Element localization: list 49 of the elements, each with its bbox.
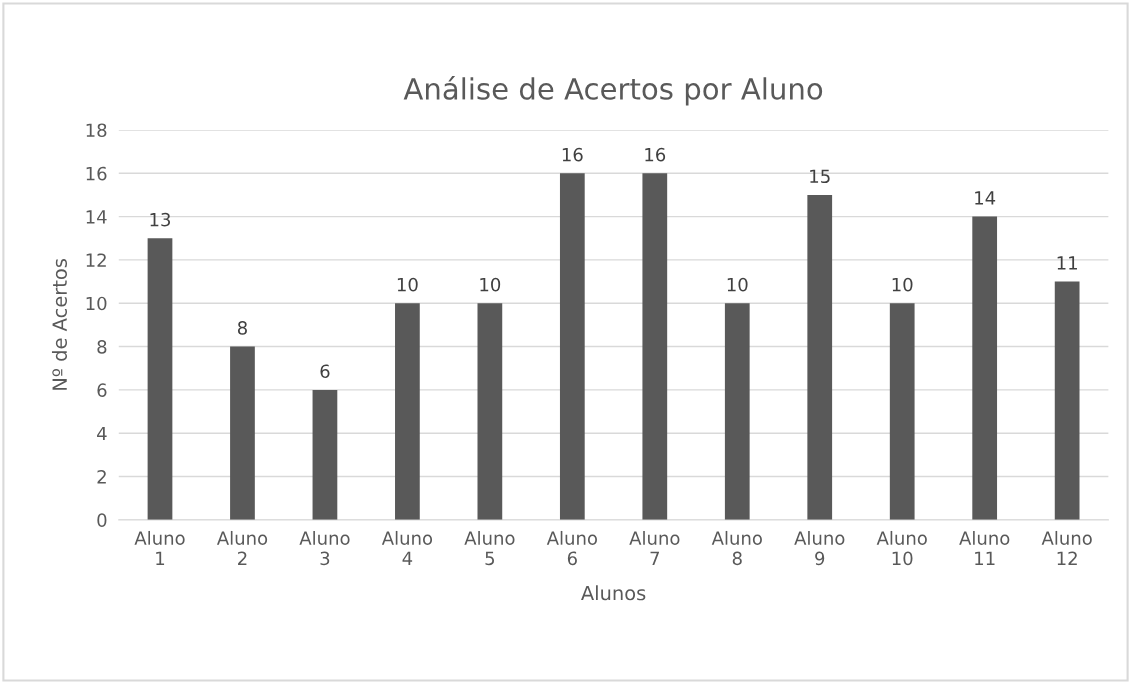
bar <box>972 216 998 520</box>
y-tick-label: 4 <box>97 426 107 441</box>
y-tick-label: 18 <box>86 123 107 138</box>
x-tick-label: Aluno 3 <box>299 530 350 566</box>
bar <box>559 173 585 520</box>
data-label: 14 <box>975 191 996 205</box>
x-tick-label: Aluno 12 <box>1041 530 1092 565</box>
x-tick-label: Aluno 11 <box>959 530 1010 565</box>
bar <box>312 389 338 520</box>
x-tick-label: Aluno 9 <box>794 530 845 566</box>
bar <box>724 303 750 520</box>
y-tick-label: 2 <box>97 469 106 484</box>
y-tick-label: 16 <box>86 166 107 181</box>
bar <box>147 238 173 520</box>
bar <box>230 346 255 520</box>
y-tick-label: 12 <box>86 253 106 267</box>
data-label: 15 <box>810 169 830 184</box>
y-tick-label: 14 <box>86 210 107 224</box>
bar <box>1054 281 1080 520</box>
x-tick-label: Aluno 2 <box>216 530 268 565</box>
data-label: 16 <box>562 147 583 162</box>
x-tick-label: Aluno 1 <box>134 530 185 565</box>
y-tick-label: 6 <box>97 383 107 397</box>
x-tick-label: Aluno 10 <box>876 530 927 566</box>
chart-title: Análise de Acertos por Aluno <box>403 76 823 106</box>
data-label: 8 <box>237 321 247 335</box>
data-label: 13 <box>150 212 171 227</box>
bar <box>642 173 668 520</box>
x-axis-title: Alunos <box>581 585 646 601</box>
x-tick-label: Aluno 7 <box>629 530 680 565</box>
y-axis-title: Nº de Acertos <box>51 259 68 390</box>
data-label: 16 <box>645 147 666 162</box>
x-tick-label: Aluno 8 <box>711 530 762 566</box>
x-tick-label: Aluno 5 <box>464 530 515 566</box>
data-label: 10 <box>397 277 418 292</box>
bar <box>889 303 915 520</box>
data-label: 11 <box>1057 256 1077 270</box>
data-label: 10 <box>727 277 748 292</box>
data-label: 6 <box>320 364 330 379</box>
x-tick-label: Aluno 6 <box>546 530 597 566</box>
x-tick-label: Aluno 4 <box>381 530 433 565</box>
bar <box>807 194 833 520</box>
bar <box>477 303 503 520</box>
y-tick-label: 0 <box>97 513 107 527</box>
y-tick-label: 8 <box>97 340 107 354</box>
data-label: 10 <box>892 277 913 292</box>
y-tick-label: 10 <box>86 296 107 311</box>
bar <box>395 303 420 520</box>
data-label: 10 <box>480 277 501 292</box>
